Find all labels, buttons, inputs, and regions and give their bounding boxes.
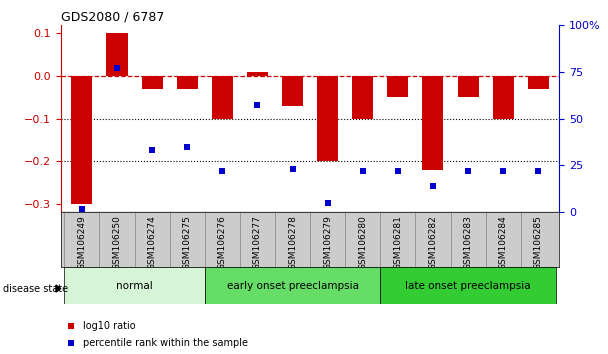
Text: GSM106249: GSM106249 bbox=[77, 215, 86, 270]
Polygon shape bbox=[56, 285, 61, 292]
Bar bbox=[247, 72, 268, 76]
Text: GSM106276: GSM106276 bbox=[218, 215, 227, 270]
Bar bbox=[64, 267, 205, 304]
Bar bbox=[177, 76, 198, 89]
Text: GSM106281: GSM106281 bbox=[393, 215, 402, 270]
Point bbox=[218, 168, 227, 174]
Text: log10 ratio: log10 ratio bbox=[83, 321, 136, 331]
Point bbox=[396, 105, 406, 110]
Bar bbox=[387, 76, 409, 97]
Text: GSM106282: GSM106282 bbox=[429, 215, 438, 270]
Bar bbox=[352, 76, 373, 119]
Text: GSM106250: GSM106250 bbox=[112, 215, 122, 270]
Point bbox=[358, 168, 368, 174]
Text: percentile rank within the sample: percentile rank within the sample bbox=[83, 338, 248, 348]
Bar bbox=[71, 76, 92, 204]
Text: GSM106284: GSM106284 bbox=[499, 215, 508, 270]
Bar bbox=[205, 267, 380, 304]
Text: GSM106275: GSM106275 bbox=[182, 215, 192, 270]
Point bbox=[147, 148, 157, 153]
Bar bbox=[106, 33, 128, 76]
Point bbox=[533, 168, 543, 174]
Point bbox=[396, 266, 406, 271]
Text: late onset preeclampsia: late onset preeclampsia bbox=[406, 281, 531, 291]
Point bbox=[182, 144, 192, 149]
Text: GSM106280: GSM106280 bbox=[358, 215, 367, 270]
Text: GSM106283: GSM106283 bbox=[463, 215, 472, 270]
Point bbox=[463, 168, 473, 174]
Point bbox=[393, 168, 402, 174]
Point bbox=[428, 183, 438, 189]
Bar bbox=[423, 76, 443, 170]
Bar bbox=[212, 76, 233, 119]
Point bbox=[323, 200, 333, 206]
Text: GSM106277: GSM106277 bbox=[253, 215, 262, 270]
Text: disease state: disease state bbox=[3, 284, 68, 293]
Bar bbox=[282, 76, 303, 106]
Text: GDS2080 / 6787: GDS2080 / 6787 bbox=[61, 11, 164, 24]
Text: GSM106278: GSM106278 bbox=[288, 215, 297, 270]
Text: GSM106279: GSM106279 bbox=[323, 215, 332, 270]
Text: normal: normal bbox=[116, 281, 153, 291]
Point bbox=[77, 206, 87, 211]
Bar bbox=[142, 76, 162, 89]
Point bbox=[288, 166, 297, 172]
Bar bbox=[380, 267, 556, 304]
Bar bbox=[492, 76, 514, 119]
Bar bbox=[317, 76, 338, 161]
Bar bbox=[458, 76, 478, 97]
Point bbox=[252, 103, 262, 108]
Text: GSM106274: GSM106274 bbox=[148, 215, 157, 270]
Text: GSM106285: GSM106285 bbox=[534, 215, 543, 270]
Point bbox=[112, 65, 122, 71]
Bar bbox=[528, 76, 549, 89]
Text: early onset preeclampsia: early onset preeclampsia bbox=[227, 281, 359, 291]
Point bbox=[499, 168, 508, 174]
